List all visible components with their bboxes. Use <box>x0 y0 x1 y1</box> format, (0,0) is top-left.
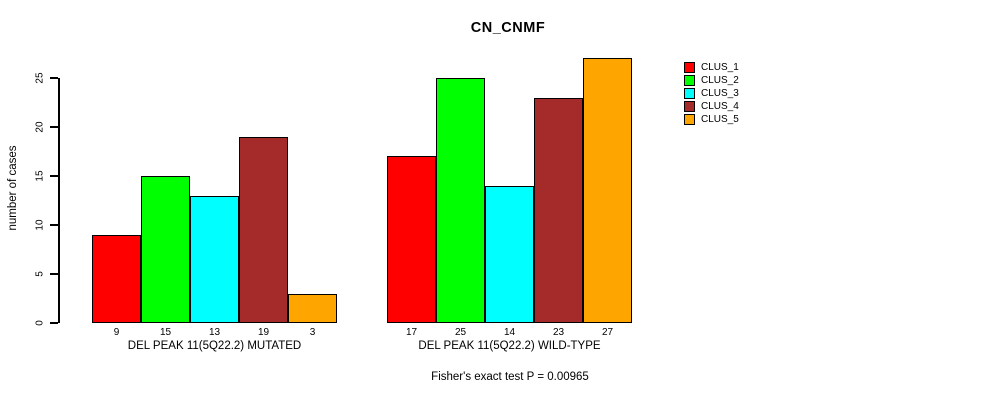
bar-clus-5-group2 <box>583 58 632 323</box>
y-tick-label-10: 10 <box>34 219 46 231</box>
bar-clus-1-group2 <box>387 156 436 323</box>
legend-item-clus-3: CLUS_3 <box>684 87 739 100</box>
legend-swatch-clus-4 <box>684 101 695 112</box>
y-tick-mark-5 <box>50 273 58 275</box>
bar-value-clus-4-group1: 19 <box>257 327 270 338</box>
fisher-test-caption: Fisher's exact test P = 0.00965 <box>431 371 589 383</box>
legend-label-clus-1: CLUS_1 <box>701 62 739 73</box>
bar-value-clus-5-group1: 3 <box>309 327 316 338</box>
y-axis-title: number of cases <box>7 145 19 231</box>
legend-label-clus-4: CLUS_4 <box>701 101 739 112</box>
y-tick-mark-20 <box>50 126 58 128</box>
y-tick-label-25: 25 <box>34 72 46 84</box>
bar-value-clus-1-group1: 9 <box>113 327 120 338</box>
legend-label-clus-5: CLUS_5 <box>701 114 739 125</box>
bar-value-clus-4-group2: 23 <box>552 327 565 338</box>
y-tick-label-0: 0 <box>34 320 46 326</box>
y-tick-mark-0 <box>50 322 58 324</box>
bar-clus-2-group1 <box>141 176 190 323</box>
y-axis-line <box>58 78 60 323</box>
legend-item-clus-5: CLUS_5 <box>684 113 739 126</box>
bar-value-clus-2-group1: 15 <box>159 327 172 338</box>
legend-swatch-clus-2 <box>684 75 695 86</box>
bar-value-clus-3-group1: 13 <box>208 327 221 338</box>
legend-label-clus-2: CLUS_2 <box>701 75 739 86</box>
y-tick-mark-15 <box>50 175 58 177</box>
bar-clus-5-group1 <box>288 293 337 323</box>
y-tick-label-20: 20 <box>34 121 46 133</box>
bar-clus-4-group2 <box>534 97 583 323</box>
legend-item-clus-1: CLUS_1 <box>684 61 739 74</box>
bar-value-clus-1-group2: 17 <box>405 327 418 338</box>
legend-swatch-clus-3 <box>684 88 695 99</box>
bar-clus-1-group1 <box>92 234 141 323</box>
legend-label-clus-3: CLUS_3 <box>701 88 739 99</box>
bar-clus-3-group1 <box>190 195 239 323</box>
legend-swatch-clus-5 <box>684 114 695 125</box>
legend-item-clus-4: CLUS_4 <box>684 100 739 113</box>
group-label-wild-type: DEL PEAK 11(5Q22.2) WILD-TYPE <box>418 340 601 352</box>
bar-value-clus-5-group2: 27 <box>601 327 614 338</box>
legend-swatch-clus-1 <box>684 62 695 73</box>
y-tick-label-5: 5 <box>34 271 46 277</box>
bar-clus-4-group1 <box>239 136 288 323</box>
y-tick-mark-10 <box>50 224 58 226</box>
bar-clus-3-group2 <box>485 185 534 323</box>
legend-item-clus-2: CLUS_2 <box>684 74 739 87</box>
chart-title: CN_CNMF <box>470 20 546 36</box>
group-label-mutated: DEL PEAK 11(5Q22.2) MUTATED <box>127 340 302 352</box>
bar-value-clus-2-group2: 25 <box>454 327 467 338</box>
y-tick-label-15: 15 <box>34 170 46 182</box>
y-tick-mark-25 <box>50 77 58 79</box>
bar-value-clus-3-group2: 14 <box>503 327 516 338</box>
bar-clus-2-group2 <box>436 78 485 323</box>
